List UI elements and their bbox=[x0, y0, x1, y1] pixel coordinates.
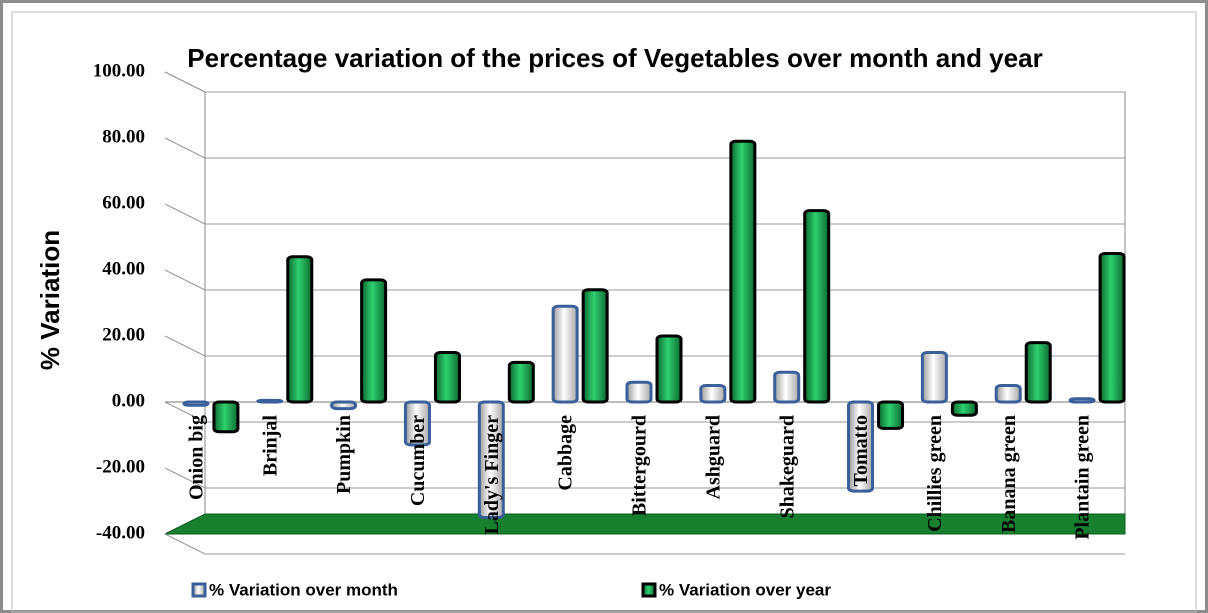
x-tick-label: Lady's Finger bbox=[481, 415, 503, 535]
x-tick-label: Chillies green bbox=[924, 415, 946, 532]
x-tick-label: Onion big bbox=[186, 415, 208, 500]
grid-depth bbox=[164, 467, 206, 489]
bar bbox=[477, 400, 505, 519]
bar bbox=[507, 360, 535, 404]
x-tick-label: Cabbage bbox=[555, 415, 577, 491]
grid-depth bbox=[164, 137, 206, 159]
y-tick-label: 80.00 bbox=[102, 126, 145, 147]
bar bbox=[877, 400, 905, 430]
chart-title: Percentage variation of the prices of Ve… bbox=[187, 43, 1043, 73]
y-tick-label: 20.00 bbox=[102, 324, 145, 345]
legend-label: % Variation over month bbox=[209, 580, 398, 599]
grid-depth bbox=[164, 71, 206, 93]
bar bbox=[433, 351, 461, 404]
y-tick-label: -40.00 bbox=[96, 522, 145, 543]
y-tick-label: -20.00 bbox=[96, 456, 145, 477]
y-tick-label: 60.00 bbox=[102, 192, 145, 213]
bar bbox=[950, 400, 978, 417]
x-tick-label: Banana green bbox=[998, 415, 1020, 533]
inner-border bbox=[11, 11, 1197, 613]
grid-depth bbox=[164, 401, 206, 423]
bar bbox=[1098, 252, 1126, 404]
legend-label: % Variation over year bbox=[659, 580, 831, 599]
bar bbox=[360, 278, 388, 404]
grid-depth bbox=[164, 335, 206, 357]
grid-depth bbox=[164, 533, 206, 555]
x-tick-label: Tomatto bbox=[850, 415, 872, 486]
y-tick-label: 100.00 bbox=[93, 60, 145, 81]
bar bbox=[256, 398, 284, 404]
x-tick-label: Bittergourd bbox=[629, 415, 651, 516]
bar bbox=[1068, 397, 1096, 404]
bar bbox=[847, 400, 875, 493]
bar bbox=[182, 400, 210, 407]
bar bbox=[773, 370, 801, 404]
grid-depth bbox=[164, 269, 206, 291]
bar bbox=[803, 209, 831, 404]
bar bbox=[212, 400, 240, 434]
y-tick-label: 40.00 bbox=[102, 258, 145, 279]
bar bbox=[625, 380, 653, 404]
x-tick-label: Plantain green bbox=[1072, 415, 1094, 540]
bar bbox=[729, 139, 757, 404]
floor bbox=[164, 513, 1126, 535]
bar bbox=[920, 351, 948, 404]
bar bbox=[655, 334, 683, 404]
x-tick-label: Brinjal bbox=[259, 415, 281, 477]
bar bbox=[994, 384, 1022, 404]
bar bbox=[286, 255, 314, 404]
y-axis-title: % Variation bbox=[35, 230, 65, 370]
bar bbox=[551, 304, 579, 404]
x-tick-label: Pumpkin bbox=[333, 415, 355, 494]
grid-depth bbox=[164, 203, 206, 225]
bar bbox=[581, 288, 609, 404]
legend-swatch bbox=[641, 582, 657, 598]
bar bbox=[330, 400, 358, 411]
y-tick-label: 0.00 bbox=[112, 390, 145, 411]
legend-swatch bbox=[191, 582, 207, 598]
x-tick-label: Shakeguard bbox=[776, 415, 798, 518]
bar bbox=[1024, 341, 1052, 404]
x-tick-label: Ashguard bbox=[702, 415, 724, 499]
bar bbox=[403, 400, 431, 447]
bar bbox=[699, 384, 727, 404]
x-tick-label: Cucumber bbox=[407, 415, 429, 506]
